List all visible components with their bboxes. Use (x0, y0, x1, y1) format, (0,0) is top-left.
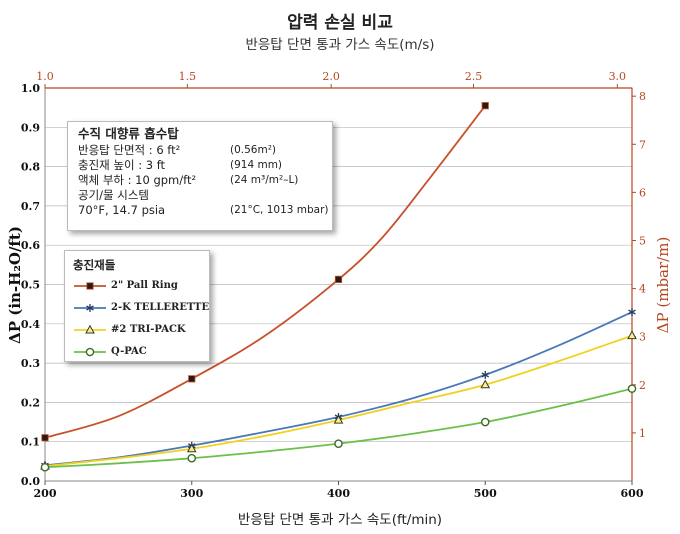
x-tick-label: 400 (327, 487, 350, 500)
y-tick-label: 0.0 (21, 475, 40, 488)
x-tick-label: 200 (34, 487, 57, 500)
legend: 충진재들 2" Pall Ring 2-K TELLERETTE #2 TRI-… (64, 250, 210, 362)
legend-label: 2" Pall Ring (111, 280, 178, 291)
legend-swatch (74, 304, 106, 312)
legend-label: 2-K TELLERETTE (111, 302, 210, 313)
data-point (481, 370, 490, 379)
top-tick-label: 1.0 (36, 70, 54, 83)
data-point (186, 443, 197, 453)
conditions-row-left: 액체 부하 : 10 gpm/ft² (78, 173, 197, 187)
right-tick-label: 1 (639, 427, 646, 440)
data-point (40, 462, 50, 472)
conditions-row-left: 충진재 높이 : 3 ft (78, 158, 166, 172)
y-tick-label: 0.8 (21, 161, 40, 174)
conditions-title: 수직 대향류 흡수탑 (78, 126, 179, 141)
x-axis-label: 반응탑 단면 통과 가스 속도(ft/min) (237, 512, 443, 528)
data-point (187, 453, 197, 463)
conditions-row: 공기/물 시스템 (78, 188, 322, 203)
grid (45, 126, 632, 443)
asterisk-stroke (86, 305, 94, 311)
conditions-row-left: 공기/물 시스템 (78, 188, 150, 202)
data-point (627, 384, 637, 393)
y-axis-right-label: ΔP (mbar/m) (654, 237, 672, 334)
y-tick-label: 0.7 (21, 200, 40, 213)
data-point (628, 308, 636, 317)
top-tick-label: 2.5 (465, 70, 483, 83)
data-point (480, 417, 490, 427)
y-tick-label: 1.0 (21, 82, 40, 95)
asterisk-stroke (481, 372, 490, 378)
y-tick-label: 0.4 (21, 318, 40, 331)
top-tick-label: 2.0 (322, 70, 340, 83)
x-tick-label: 600 (621, 487, 644, 500)
y-tick-label: 0.1 (21, 436, 40, 449)
conditions-row-right: (0.56m²) (230, 144, 277, 156)
data-point (481, 102, 489, 110)
right-tick-label: 3 (639, 331, 646, 344)
conditions-row-right: (914 mm) (230, 159, 283, 171)
right-tick-label: 2 (639, 379, 646, 392)
data-point (188, 375, 196, 383)
x-tick-label: 300 (180, 487, 203, 500)
top-tick-label: 3.0 (609, 70, 627, 83)
right-tick-label: 5 (639, 234, 646, 247)
data-point (86, 304, 94, 312)
legend-item-tri-pack: #2 TRI-PACK (73, 322, 201, 344)
legend-swatch (74, 282, 106, 290)
legend-label: Q-PAC (111, 346, 147, 357)
conditions-row: 반응탑 단면적 : 6 ft² (0.56m²) (78, 143, 322, 158)
y-tick-label: 0.3 (21, 357, 40, 370)
series-markers (40, 102, 637, 472)
legend-label: #2 TRI-PACK (111, 324, 186, 335)
y-tick-label: 0.5 (21, 279, 40, 292)
conditions-row-left: 70°F, 14.7 psia (78, 203, 166, 217)
y-tick-label: 0.9 (21, 121, 40, 134)
right-tick-label: 8 (639, 90, 646, 103)
asterisk-stroke (628, 309, 636, 315)
data-point (627, 330, 637, 340)
data-point (85, 347, 95, 357)
conditions-row: 액체 부하 : 10 gpm/ft² (24 m³/m²–L) (78, 173, 322, 188)
conditions-row-left: 반응탑 단면적 : 6 ft² (78, 143, 181, 157)
series-line (44, 105, 486, 439)
data-point (333, 414, 344, 424)
top-axis-label: 반응탑 단면 통과 가스 속도(m/s) (245, 37, 435, 53)
data-point (85, 324, 95, 334)
conditions-row: 충진재 높이 : 3 ft (914 mm) (78, 158, 322, 173)
legend-swatch (74, 347, 106, 357)
conditions-row-right: (24 m³/m²–L) (230, 174, 299, 186)
data-point (86, 282, 94, 290)
conditions-row-right: (21°C, 1013 mbar) (230, 204, 329, 216)
conditions-row: 70°F, 14.7 psia (21°C, 1013 mbar) (78, 203, 329, 218)
right-tick-label: 4 (639, 283, 646, 296)
data-point (480, 379, 491, 389)
legend-item-pall-ring: 2" Pall Ring (73, 278, 201, 300)
data-point (41, 434, 49, 442)
right-tick-label: 6 (639, 186, 646, 199)
y-tick-label: 0.6 (21, 239, 40, 252)
legend-item-tellerette: 2-K TELLERETTE (73, 300, 209, 322)
data-point (334, 275, 343, 283)
y-axis-left-label: ΔP (in-H₂O/ft) (6, 226, 24, 344)
conditions-box: 수직 대향류 흡수탑 반응탑 단면적 : 6 ft² (0.56m²) 충진재 … (67, 121, 333, 231)
chart-title: 압력 손실 비교 (287, 13, 393, 33)
right-tick-label: 7 (639, 138, 646, 151)
legend-title: 충진재들 (73, 258, 116, 272)
axis-ticks: 0.0 0.1 0.2 0.3 0.4 0.5 0.6 0.7 0.8 0.9 1.0 200 300 4… (21, 70, 646, 500)
legend-swatch (74, 324, 106, 334)
x-tick-label: 500 (474, 487, 497, 500)
legend-item-q-pac: Q-PAC (73, 344, 201, 366)
top-tick-label: 1.5 (179, 70, 197, 83)
y-tick-label: 0.2 (21, 396, 40, 409)
data-point (334, 439, 343, 448)
